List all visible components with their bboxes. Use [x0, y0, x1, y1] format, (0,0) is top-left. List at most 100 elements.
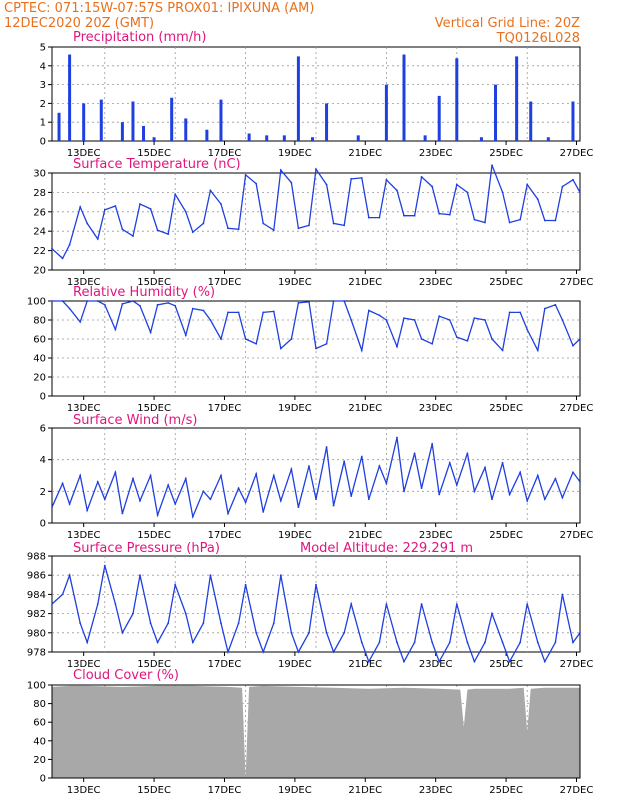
y-tick-label: 0 — [40, 519, 46, 530]
data-point — [96, 603, 99, 605]
data-point — [554, 477, 557, 480]
data-point — [455, 484, 458, 486]
data-point — [332, 651, 335, 653]
y-tick-label: 30 — [33, 169, 46, 180]
data-point — [86, 509, 89, 512]
data-point — [579, 631, 581, 634]
y-tick-label: 3 — [40, 80, 46, 91]
precip-bar — [82, 103, 86, 141]
data-point — [86, 222, 89, 225]
data-point — [508, 660, 511, 663]
y-tick-label: 60 — [33, 718, 46, 729]
y-tick-label: 978 — [27, 648, 46, 659]
data-point — [209, 189, 212, 192]
panel-annotation: Model Altitude: 229.291 m — [300, 541, 473, 556]
data-point — [191, 641, 194, 644]
precip-bar — [99, 99, 103, 141]
data-point — [149, 474, 152, 477]
data-point — [315, 498, 317, 501]
precip-bar — [142, 125, 146, 141]
y-tick-label: 100 — [27, 297, 46, 308]
data-point — [244, 338, 247, 340]
header-station: CPTEC: 071:15W-07:57S PROX01: IPIXUNA (A… — [4, 1, 314, 16]
data-point — [508, 221, 511, 224]
y-tick-label: 986 — [27, 571, 46, 582]
panel-title: Surface Pressure (hPa) — [73, 541, 220, 556]
precip-bar — [296, 56, 300, 141]
y-tick-label: 40 — [33, 354, 46, 365]
data-point — [350, 495, 353, 497]
data-point — [385, 319, 388, 321]
data-point — [543, 660, 546, 663]
precip-bar — [437, 95, 441, 141]
x-tick-label: 25DEC — [489, 148, 523, 159]
data-point — [413, 452, 416, 455]
data-point — [255, 473, 258, 475]
precip-bar — [120, 122, 124, 141]
x-tick-label: 17DEC — [208, 530, 242, 541]
data-point — [191, 231, 194, 234]
y-tick-label: 20 — [33, 373, 46, 384]
data-point — [174, 503, 177, 505]
data-point — [103, 498, 106, 501]
panel-2: 0 20 40 60 80 100 13DEC 15DEC 17DEC 19DEC 21DEC 23D… — [27, 285, 593, 414]
data-point — [308, 631, 310, 634]
data-point — [220, 474, 222, 477]
data-point — [68, 243, 71, 246]
x-tick-label: 13DEC — [67, 530, 101, 541]
data-point — [536, 198, 539, 201]
data-point — [262, 311, 265, 314]
data-point — [255, 631, 258, 634]
data-point — [96, 300, 99, 302]
data-point — [103, 564, 106, 567]
data-point — [526, 499, 529, 502]
x-tick-label: 27DEC — [560, 148, 594, 159]
y-tick-label: 1 — [40, 118, 46, 129]
data-point — [448, 213, 451, 216]
data-point — [350, 603, 353, 605]
data-point — [473, 490, 476, 493]
y-tick-label: 20 — [33, 755, 46, 766]
precip-bar — [265, 135, 269, 141]
data-point — [156, 514, 159, 516]
data-point — [167, 233, 170, 236]
data-point — [438, 493, 441, 496]
data-point — [121, 228, 124, 231]
data-point — [86, 641, 89, 644]
data-point — [279, 169, 282, 171]
data-point — [167, 622, 170, 625]
plot-frame-top — [51, 684, 581, 779]
data-point — [448, 319, 451, 321]
data-point — [237, 228, 240, 231]
data-point — [68, 574, 71, 577]
panels: 0 1 2 3 4 5 13DEC 15DEC 17DEC 19DEC 21DEC 23DEC 25DE… — [27, 30, 593, 796]
x-tick-label: 23DEC — [419, 277, 453, 288]
data-point — [332, 222, 335, 225]
data-point — [484, 221, 486, 224]
x-tick-label: 21DEC — [348, 277, 382, 288]
data-point — [554, 641, 557, 644]
data-point — [385, 178, 388, 181]
data-point — [491, 498, 493, 501]
data-point — [237, 622, 240, 625]
data-point — [325, 631, 328, 634]
data-point — [438, 212, 441, 215]
data-point — [579, 191, 581, 194]
data-point — [396, 345, 398, 348]
data-point — [554, 303, 557, 306]
x-tick-label: 25DEC — [489, 277, 523, 288]
data-point — [572, 344, 574, 347]
data-point — [438, 660, 441, 663]
data-point — [526, 183, 529, 186]
data-point — [332, 504, 335, 507]
data-point — [297, 302, 300, 304]
data-point — [455, 336, 458, 338]
data-point — [325, 183, 328, 186]
data-point — [579, 480, 581, 483]
data-point — [431, 185, 434, 188]
data-point — [561, 319, 564, 321]
data-point — [220, 338, 222, 340]
x-tick-label: 19DEC — [278, 277, 312, 288]
data-point — [191, 515, 194, 518]
data-point — [466, 641, 469, 644]
